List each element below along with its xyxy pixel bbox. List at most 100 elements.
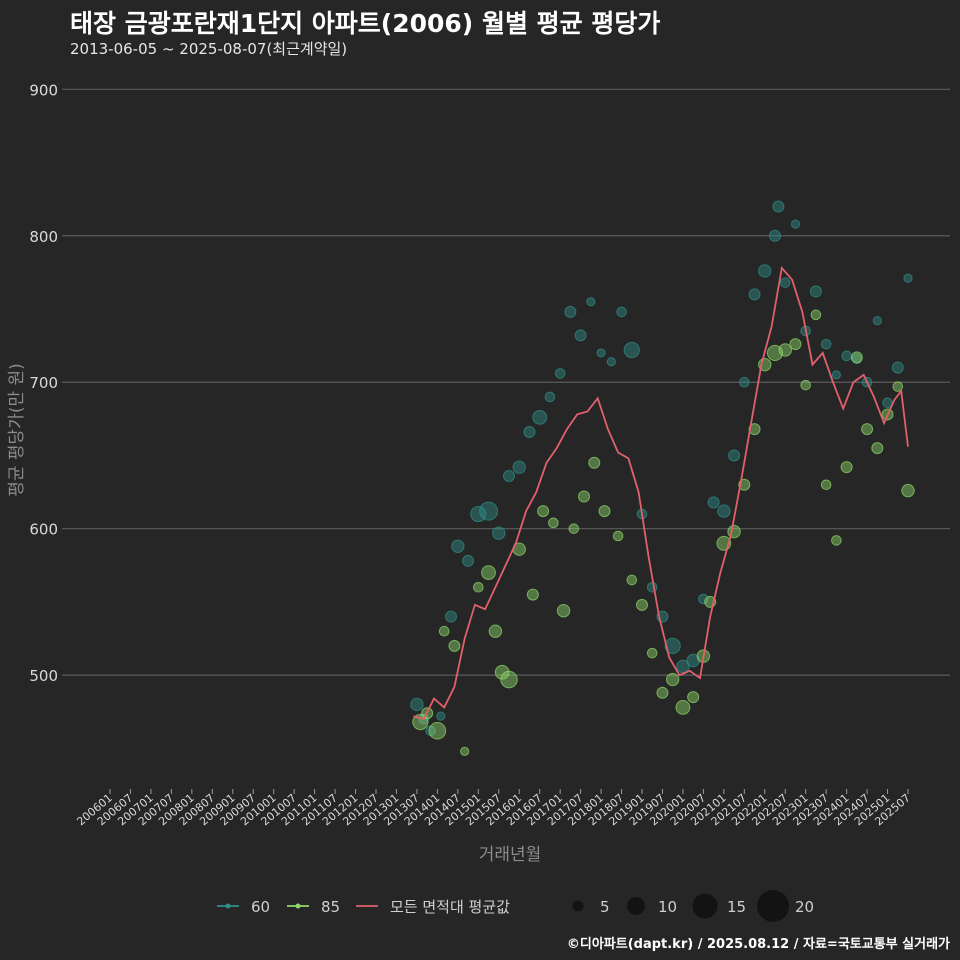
data-point: [748, 423, 761, 436]
legend: 60 85 모든 면적대 평균값 5 10 15 20: [217, 890, 814, 922]
y-tick-label: 600: [29, 521, 58, 539]
data-point: [646, 647, 658, 659]
data-point: [462, 554, 475, 567]
data-point: [664, 637, 681, 654]
data-point: [523, 426, 536, 439]
data-point: [727, 524, 741, 539]
data-point: [612, 530, 624, 542]
data-point: [492, 526, 506, 540]
data-point: [809, 285, 822, 298]
data-point: [481, 565, 496, 581]
data-point: [901, 483, 915, 498]
data-point: [488, 624, 503, 638]
data-point: [861, 423, 874, 436]
data-point: [717, 504, 731, 518]
series-85-points: [412, 309, 915, 756]
data-point: [903, 273, 913, 283]
average-line: [413, 265, 909, 721]
data-point: [616, 306, 627, 318]
data-point: [512, 460, 526, 474]
data-point: [564, 305, 577, 318]
legend-size-circle: [572, 900, 584, 912]
data-point: [891, 361, 904, 374]
data-point: [779, 277, 791, 288]
legend-label: 모든 면적대 평균값: [390, 898, 510, 916]
data-point: [840, 461, 853, 474]
data-point: [436, 711, 446, 721]
data-point: [820, 479, 832, 491]
series-60-points: [410, 200, 913, 737]
data-point: [544, 391, 556, 403]
legend-size-label: 10: [658, 898, 677, 916]
data-point: [790, 219, 801, 229]
data-point: [676, 659, 690, 674]
data-point: [598, 505, 611, 518]
data-point: [800, 379, 811, 391]
legend-key-point: [295, 903, 301, 909]
data-point: [831, 370, 841, 380]
data-point: [758, 264, 772, 278]
data-point: [626, 574, 638, 586]
data-point: [636, 598, 648, 611]
data-point: [574, 329, 587, 342]
legend-size-label: 5: [600, 898, 610, 916]
data-point: [532, 409, 548, 425]
data-point: [568, 523, 580, 534]
data-point: [778, 343, 792, 357]
data-point: [850, 351, 863, 364]
y-axis-label: 평균 평당가(만 원): [7, 363, 27, 497]
data-point: [810, 309, 822, 321]
chart-subtitle: 2013-06-05 ~ 2025-08-07(최근계약일): [70, 40, 348, 58]
y-tick-label: 700: [29, 374, 58, 392]
data-point: [892, 381, 904, 392]
data-point: [596, 348, 606, 358]
chart-title: 태장 금광포란재1단지 아파트(2006) 월별 평균 평당가: [70, 9, 661, 38]
data-point: [871, 442, 884, 455]
x-axis-label: 거래년월: [479, 845, 542, 865]
data-point: [841, 350, 852, 362]
data-point: [820, 338, 832, 350]
data-point: [578, 490, 591, 503]
data-point: [772, 200, 785, 213]
data-point: [588, 456, 601, 469]
data-point: [554, 368, 566, 379]
data-point: [739, 376, 750, 388]
data-point: [872, 316, 882, 326]
grid-lines: [62, 88, 950, 676]
y-tick-label: 800: [29, 228, 58, 246]
data-point: [448, 639, 461, 652]
data-point: [410, 697, 424, 712]
average-line-path: [413, 265, 909, 721]
data-point: [438, 625, 450, 637]
y-tick-labels: 500 600 700 800 900: [29, 81, 58, 685]
data-point: [479, 501, 499, 521]
data-point: [494, 664, 510, 680]
data-point: [707, 496, 720, 509]
data-point: [503, 469, 515, 482]
data-point: [445, 610, 458, 623]
legend-size-label: 15: [727, 898, 746, 916]
data-point: [548, 517, 559, 529]
legend-size-label: 20: [795, 898, 814, 916]
y-tick-label: 500: [29, 667, 58, 685]
data-point: [606, 357, 616, 367]
data-point: [748, 288, 761, 301]
data-point: [646, 581, 658, 593]
data-point: [789, 338, 802, 351]
data-point: [623, 341, 640, 359]
data-point: [698, 593, 709, 605]
data-point: [500, 670, 518, 689]
data-point: [556, 604, 571, 618]
legend-size-circle: [627, 897, 645, 915]
data-point: [769, 229, 781, 242]
data-point: [460, 746, 470, 756]
x-tick-labels: 2006012006072007012007072008012008072009…: [74, 789, 913, 828]
data-point: [728, 449, 741, 462]
y-tick-label: 900: [29, 81, 58, 99]
legend-size-circle: [757, 890, 789, 922]
data-point: [831, 535, 842, 546]
data-point: [656, 686, 669, 699]
data-point: [665, 672, 680, 687]
data-point: [526, 588, 539, 601]
